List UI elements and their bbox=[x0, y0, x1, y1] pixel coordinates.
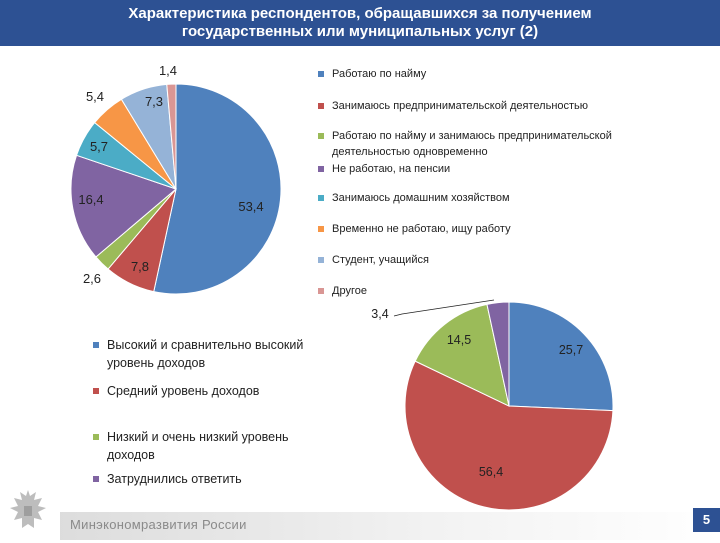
legend-swatch bbox=[318, 103, 324, 109]
legend-label: Высокий и сравнительно высокий уровень д… bbox=[107, 338, 304, 370]
slide-title-line-1: Характеристика респондентов, обращавшихс… bbox=[128, 5, 592, 22]
legend-label: Затруднились ответить bbox=[107, 472, 242, 486]
legend-label: Работаю по найму и занимаюсь предпринима… bbox=[332, 130, 612, 158]
legend-label: Занимаюсь домашним хозяйством bbox=[332, 192, 510, 204]
legend-item-job-seeking: Временно не работаю, ищу работу bbox=[318, 221, 692, 237]
label-leader-line bbox=[393, 299, 495, 317]
legend-label: Студент, учащийся bbox=[332, 254, 429, 266]
coat-of-arms-emblem bbox=[0, 484, 60, 540]
legend-item-no-answer: Затруднились ответить bbox=[93, 470, 307, 488]
pie-data-label: 14,5 bbox=[447, 333, 471, 347]
legend-item-employed: Работаю по найму bbox=[318, 66, 692, 82]
legend-label: Другое bbox=[332, 285, 367, 297]
pie-data-label: 53,4 bbox=[238, 199, 263, 214]
pie-data-label: 5,4 bbox=[86, 89, 104, 104]
legend-label: Средний уровень доходов bbox=[107, 384, 260, 398]
slide-title: Характеристика респондентов, обращавшихс… bbox=[0, 0, 720, 46]
footer-band bbox=[0, 512, 720, 540]
pie-slice bbox=[414, 303, 510, 407]
legend-swatch bbox=[318, 166, 324, 172]
legend-item-both: Работаю по найму и занимаюсь предпринима… bbox=[318, 128, 692, 160]
pie-slice bbox=[70, 154, 177, 258]
legend-label: Низкий и очень низкий уровень доходов bbox=[107, 430, 289, 462]
pie-data-label: 25,7 bbox=[559, 343, 583, 357]
legend-swatch bbox=[318, 133, 324, 139]
legend-label: Не работаю, на пенсии bbox=[332, 163, 451, 175]
pie-data-label: 7,3 bbox=[145, 94, 163, 109]
legend-swatch bbox=[318, 195, 324, 201]
legend-swatch bbox=[93, 388, 99, 394]
pie-slice bbox=[486, 301, 510, 407]
pie-data-label: 2,6 bbox=[83, 271, 101, 286]
legend-item-medium-income: Средний уровень доходов bbox=[93, 382, 307, 400]
legend-label: Работаю по найму bbox=[332, 68, 427, 80]
legend-swatch bbox=[93, 342, 99, 348]
legend-item-low-income: Низкий и очень низкий уровень доходов bbox=[93, 428, 307, 464]
legend-swatch bbox=[318, 71, 324, 77]
legend-item-high-income: Высокий и сравнительно высокий уровень д… bbox=[93, 336, 307, 372]
legend-swatch bbox=[93, 434, 99, 440]
page-number: 5 bbox=[693, 508, 720, 532]
legend-label: Занимаюсь предпринимательской деятельнос… bbox=[332, 100, 589, 112]
pie-slice bbox=[508, 301, 614, 412]
legend-item-household: Занимаюсь домашним хозяйством bbox=[318, 190, 692, 206]
pie-data-label: 1,4 bbox=[159, 63, 177, 78]
pie-slice bbox=[166, 83, 177, 190]
legend-item-other: Другое bbox=[318, 283, 692, 299]
legend-swatch bbox=[318, 288, 324, 294]
legend-swatch bbox=[93, 476, 99, 482]
pie-slice bbox=[404, 360, 614, 511]
pie-data-label: 3,4 bbox=[371, 307, 388, 321]
pie-data-label: 16,4 bbox=[78, 192, 103, 207]
legend-label: Временно не работаю, ищу работу bbox=[332, 223, 511, 235]
pie-slice bbox=[153, 83, 282, 295]
legend-item-entrepreneur: Занимаюсь предпринимательской деятельнос… bbox=[318, 98, 692, 114]
legend-item-student: Студент, учащийся bbox=[318, 252, 692, 268]
legend-swatch bbox=[318, 257, 324, 263]
ministry-name: Минэкономразвития России bbox=[70, 517, 247, 532]
pie-data-label: 5,7 bbox=[90, 139, 108, 154]
legend-swatch bbox=[318, 226, 324, 232]
pie-data-label: 56,4 bbox=[479, 465, 503, 479]
pie-data-label: 7,8 bbox=[131, 259, 149, 274]
legend-item-pensioner: Не работаю, на пенсии bbox=[318, 161, 692, 177]
slide-title-line-2: государственных или муниципальных услуг … bbox=[181, 23, 539, 40]
